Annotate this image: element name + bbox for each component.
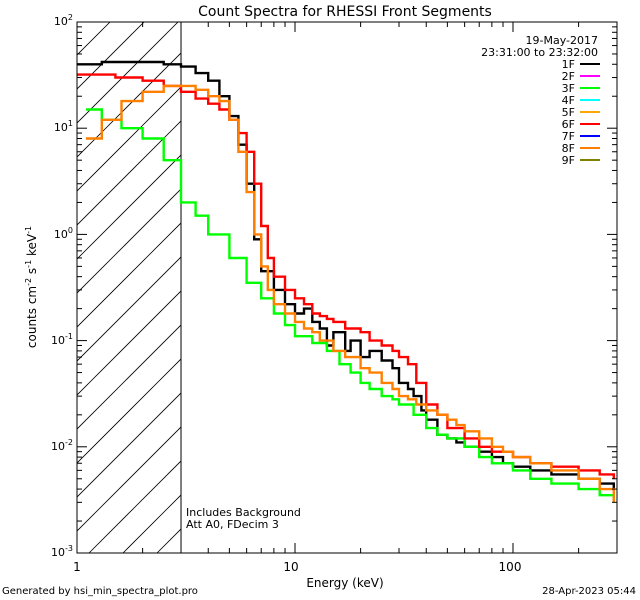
time-range-label: 23:31:00 to 23:32:00 bbox=[481, 46, 598, 59]
legend-label-3F: 3F bbox=[562, 82, 575, 95]
legend-label-6F: 6F bbox=[562, 118, 575, 131]
hatch-line bbox=[77, 392, 182, 498]
x-axis-label: Energy (keV) bbox=[306, 576, 383, 590]
hatch-line bbox=[77, 188, 182, 294]
x-tick-label-10: 10 bbox=[283, 560, 298, 574]
series-3F bbox=[86, 108, 615, 503]
annotation-attenuator: Att A0, FDecim 3 bbox=[186, 518, 279, 531]
y-tick-label-1e2: 102 bbox=[54, 13, 73, 28]
hatch-line bbox=[77, 22, 145, 90]
hatch-line bbox=[77, 426, 182, 532]
legend-label-5F: 5F bbox=[562, 106, 575, 119]
hatch-line bbox=[77, 222, 182, 328]
y-tick-label-1e-1: 10-1 bbox=[51, 332, 73, 347]
legend-label-4F: 4F bbox=[562, 94, 575, 107]
x-tick-label-100: 100 bbox=[499, 560, 522, 574]
legend-label-2F: 2F bbox=[562, 70, 575, 83]
y-tick-label-1e-3: 10-3 bbox=[51, 544, 73, 559]
y-axis-label: counts cm-2 s-1 keV-1 bbox=[24, 226, 39, 348]
hatch-line bbox=[77, 120, 182, 226]
hatch-line bbox=[77, 52, 182, 158]
hatch-line bbox=[77, 256, 182, 362]
series-1F bbox=[77, 60, 615, 490]
hatch-line bbox=[77, 22, 111, 56]
plot-frame bbox=[76, 21, 618, 554]
series-6F bbox=[77, 73, 615, 479]
axis-ticks bbox=[76, 21, 618, 554]
y-tick-labels: 10-3 10-2 10-1 100 101 102 bbox=[51, 13, 73, 559]
chart-title: Count Spectra for RHESSI Front Segments bbox=[198, 4, 492, 20]
date-label: 19-May-2017 bbox=[526, 34, 598, 47]
x-tick-label-1: 1 bbox=[73, 560, 81, 574]
hatch-line bbox=[77, 154, 182, 260]
y-tick-label-1e1: 101 bbox=[54, 119, 73, 134]
hatch-line bbox=[77, 358, 182, 464]
legend-label-8F: 8F bbox=[562, 142, 575, 155]
legend-label-1F: 1F bbox=[562, 58, 575, 71]
series-group bbox=[77, 60, 615, 503]
legend-label-7F: 7F bbox=[562, 130, 575, 143]
series-8F bbox=[86, 84, 615, 503]
legend-label-9F: 9F bbox=[562, 154, 575, 167]
hatch-line bbox=[0, 0, 111, 553]
hatch-line bbox=[0, 0, 145, 553]
annotation-background: Includes Background bbox=[186, 506, 301, 519]
y-tick-label-1e-2: 10-2 bbox=[51, 438, 73, 453]
hatch-line bbox=[77, 22, 179, 124]
footer-timestamp: 28-Apr-2023 05:44 bbox=[542, 586, 636, 597]
y-tick-label-1e0: 100 bbox=[54, 226, 73, 241]
footer-generated-by: Generated by hsi_min_spectra_plot.pro bbox=[2, 586, 198, 597]
